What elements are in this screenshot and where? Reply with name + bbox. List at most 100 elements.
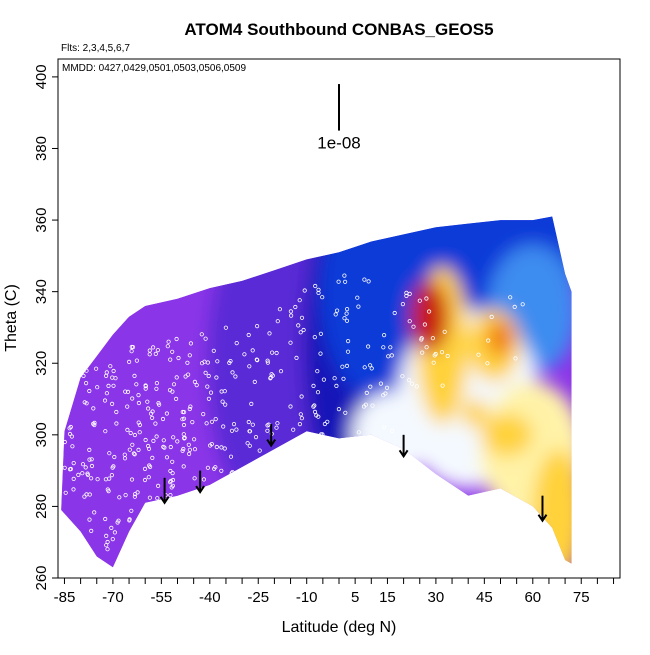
heatmap-field — [61, 216, 572, 568]
sample-point — [181, 432, 186, 437]
sample-point — [63, 490, 68, 495]
sample-point — [168, 444, 173, 450]
sample-point — [71, 476, 76, 481]
x-axis-label: Latitude (deg N) — [282, 619, 397, 636]
sample-point — [440, 383, 445, 388]
sample-point — [83, 465, 88, 470]
y-tick-label: 260 — [33, 565, 50, 590]
sample-point — [318, 351, 323, 356]
sample-point — [383, 391, 388, 396]
sample-point — [392, 310, 397, 316]
sample-point — [187, 447, 192, 452]
sample-point — [143, 437, 148, 443]
sample-point — [299, 394, 304, 399]
sample-point — [62, 439, 67, 445]
sample-point — [192, 476, 197, 481]
sample-point — [205, 384, 210, 389]
sample-point — [321, 377, 326, 382]
sample-point — [107, 451, 112, 456]
sample-point — [253, 434, 259, 440]
sample-point — [409, 381, 415, 386]
sample-point — [486, 338, 491, 343]
sample-point — [87, 457, 92, 462]
x-tick-label: 75 — [573, 589, 590, 606]
sample-point — [71, 487, 76, 492]
sample-point — [288, 404, 293, 409]
x-axis: -85 -70 -55 -40 -25 -10 5 15 30 45 60 75 — [54, 577, 615, 606]
sample-point — [67, 467, 73, 472]
sample-point — [104, 391, 110, 396]
sample-point — [298, 412, 303, 417]
arrow-head — [537, 514, 548, 523]
sample-point — [414, 384, 419, 389]
sample-point — [87, 447, 92, 452]
sample-point — [136, 447, 141, 452]
sample-point — [245, 441, 250, 446]
y-tick-label: 360 — [33, 208, 50, 233]
sample-point — [445, 353, 450, 359]
sample-point — [125, 389, 131, 394]
x-tick-label: -40 — [199, 589, 221, 606]
sample-point — [341, 376, 346, 381]
sample-point — [181, 446, 186, 452]
sample-point — [356, 430, 361, 435]
sample-point — [417, 298, 422, 303]
sample-point — [153, 351, 158, 356]
sample-point — [334, 308, 340, 313]
sample-point — [213, 416, 218, 422]
sample-point — [192, 379, 197, 384]
sample-point — [278, 369, 284, 374]
sample-point — [89, 463, 95, 469]
sample-point — [265, 423, 270, 428]
dates-label: MMDD: 0427,0429,0501,0503,0506,0509 — [62, 63, 246, 74]
sample-point — [520, 302, 525, 307]
sample-point — [336, 279, 341, 284]
sample-point — [211, 348, 216, 353]
arrow-head — [195, 485, 205, 494]
x-tick-label: -70 — [102, 589, 124, 606]
sample-point — [84, 368, 89, 373]
sample-point — [171, 382, 177, 387]
sample-point — [89, 457, 94, 462]
sample-point — [161, 438, 166, 443]
sample-point — [221, 424, 226, 429]
sample-point — [104, 370, 109, 375]
sample-point — [430, 336, 435, 341]
sample-point — [439, 349, 445, 355]
sample-point — [84, 401, 89, 406]
y-tick-label: 320 — [33, 351, 50, 376]
sample-point — [322, 421, 327, 427]
sample-point — [234, 427, 239, 432]
sample-point — [362, 365, 367, 370]
sample-point — [147, 463, 152, 468]
sample-point — [277, 307, 282, 312]
sample-point — [94, 366, 99, 371]
sample-point — [265, 358, 270, 363]
sample-point — [255, 323, 260, 329]
sample-point — [103, 429, 108, 434]
sample-point — [366, 279, 371, 284]
sample-point — [293, 304, 298, 310]
sample-point — [105, 487, 110, 492]
sample-point — [71, 460, 76, 466]
sample-point — [370, 403, 375, 408]
sample-point — [342, 316, 347, 321]
sample-point — [132, 373, 137, 378]
sample-point — [63, 370, 68, 375]
sample-point — [318, 432, 324, 437]
sample-point — [188, 341, 193, 346]
sample-point — [256, 464, 262, 469]
sample-point — [265, 360, 270, 365]
sample-point — [95, 385, 100, 390]
sample-point — [104, 543, 109, 548]
sample-point — [123, 492, 128, 498]
sample-point — [316, 414, 321, 419]
heatmap-blobs — [61, 216, 572, 568]
sample-point — [312, 409, 318, 414]
sample-point — [104, 533, 109, 539]
sample-point — [62, 465, 67, 470]
sample-point — [109, 472, 115, 478]
sample-point — [155, 496, 160, 501]
sample-point — [156, 483, 161, 488]
sample-point — [422, 322, 427, 327]
